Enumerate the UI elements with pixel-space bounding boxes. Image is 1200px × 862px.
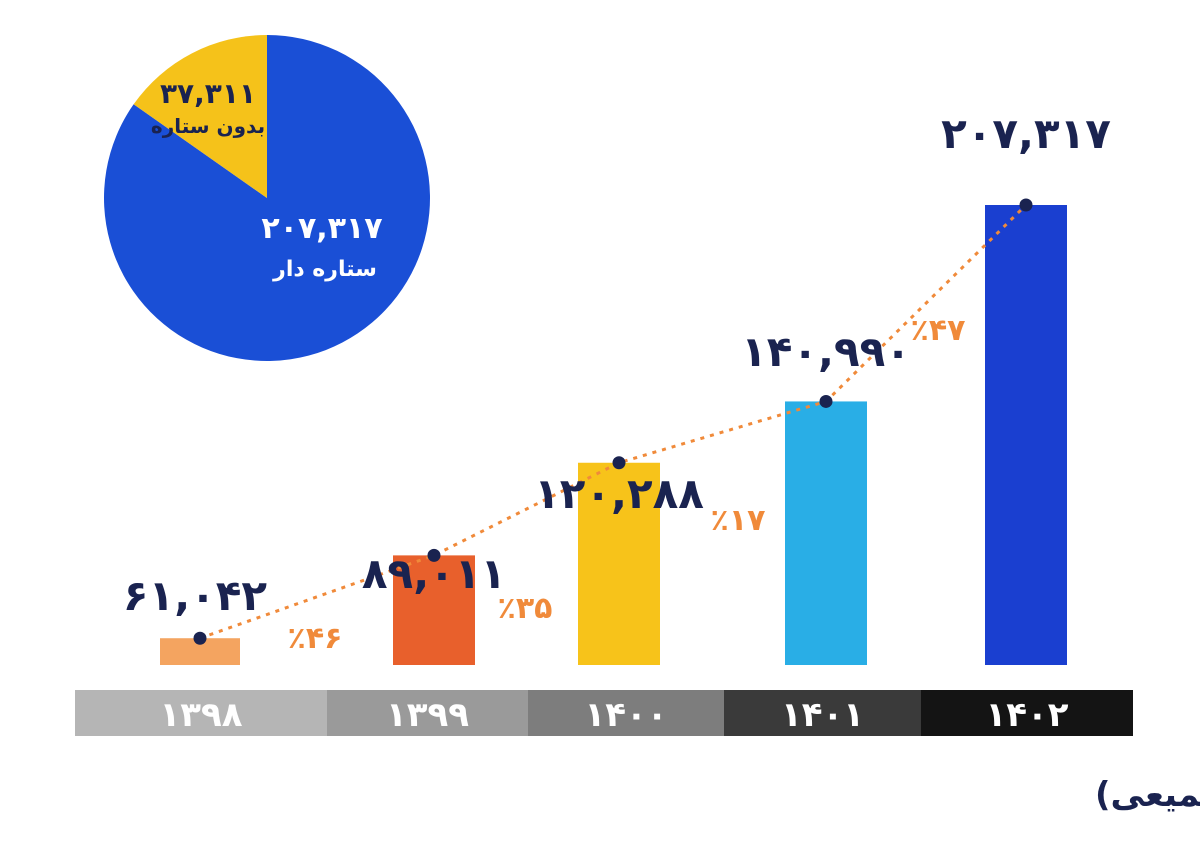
pie-value-label: ۳۷,۳۱۱ xyxy=(160,77,256,110)
bar xyxy=(578,462,660,665)
bar xyxy=(393,555,475,665)
x-axis-tick-label: ۱۳۹۸ xyxy=(159,695,242,735)
growth-label: ٪۴۷ xyxy=(911,313,966,348)
bar xyxy=(985,205,1067,665)
chart-title: تعداد واحدهای تجارت الکترونیکی دارای این… xyxy=(1095,775,1200,815)
data-point-marker xyxy=(819,394,833,408)
x-axis-band-segment xyxy=(724,690,921,736)
pie-slice-label: ستاره دار xyxy=(272,257,377,282)
growth-label: ٪۳۵ xyxy=(498,591,553,626)
data-label: ۲۰۷,۳۱۷ xyxy=(941,109,1111,158)
x-axis-band-segment xyxy=(528,690,724,736)
x-axis-tick-label: ۱۴۰۲ xyxy=(985,695,1068,735)
data-point-marker xyxy=(427,548,441,562)
data-label: ۶۱,۰۴۲ xyxy=(123,571,267,620)
x-axis-band-segment xyxy=(921,690,1133,736)
data-point-marker xyxy=(1019,198,1033,212)
x-axis-tick-label: ۱۴۰۱ xyxy=(781,695,864,735)
pie-slice-label: بدون ستاره xyxy=(151,114,265,138)
pie-value-label: ۲۰۷,۳۱۷ xyxy=(261,211,382,246)
bar xyxy=(785,401,867,665)
pie-slice xyxy=(133,35,267,198)
data-point-marker xyxy=(612,456,626,470)
data-point-marker xyxy=(193,631,207,645)
x-axis-band-segment xyxy=(75,690,327,736)
x-axis-tick-label: ۱۴۰۰ xyxy=(584,695,667,735)
x-axis-band-segment xyxy=(327,690,528,736)
x-axis-tick-label: ۱۳۹۹ xyxy=(386,695,469,735)
growth-label: ٪۴۶ xyxy=(288,621,343,656)
data-label: ۱۲۰,۲۸۸ xyxy=(534,469,704,518)
data-label: ۱۴۰,۹۹۰ xyxy=(741,327,911,376)
data-label: ۸۹,۰۱۱ xyxy=(362,549,506,598)
growth-label: ٪۱۷ xyxy=(711,503,766,538)
